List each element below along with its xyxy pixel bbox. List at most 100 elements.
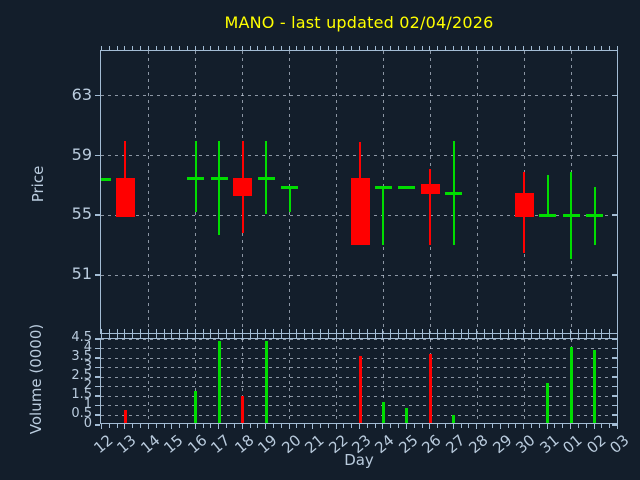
x-major-tick (147, 424, 149, 429)
x-minor-tick (538, 334, 540, 338)
x-minor-tick (218, 46, 220, 50)
x-minor-tick (171, 334, 173, 338)
x-minor-tick (437, 46, 439, 50)
candle-close-dash (445, 191, 463, 195)
x-minor-tick (617, 334, 618, 338)
x-minor-tick (491, 46, 493, 50)
volume-bar (123, 409, 127, 423)
x-minor-tick (515, 328, 517, 333)
x-minor-tick (460, 328, 462, 333)
x-minor-tick (233, 46, 235, 50)
day-gridline (523, 339, 525, 423)
x-minor-tick (218, 328, 220, 333)
x-minor-tick (163, 334, 165, 338)
x-minor-tick (531, 334, 532, 338)
volume-tick-label: 4.5 (71, 330, 92, 345)
x-minor-tick (179, 328, 181, 333)
x-minor-tick (343, 46, 345, 50)
x-minor-tick (507, 334, 509, 338)
x-minor-tick (609, 424, 611, 428)
x-minor-tick (491, 328, 493, 333)
x-minor-tick (523, 328, 525, 333)
x-minor-tick (226, 328, 228, 333)
x-minor-tick (413, 46, 415, 50)
x-minor-tick (445, 334, 446, 338)
x-minor-tick (515, 46, 517, 50)
x-minor-tick (312, 328, 314, 333)
x-minor-tick (366, 424, 368, 428)
x-minor-tick (593, 46, 595, 50)
volume-tick-label: 3.5 (71, 349, 92, 365)
x-minor-tick (249, 334, 251, 338)
candle-close-dash (210, 176, 228, 180)
x-minor-tick (413, 424, 415, 428)
x-minor-tick (319, 328, 321, 333)
x-minor-tick (257, 328, 259, 333)
x-minor-tick (570, 46, 572, 50)
x-minor-tick (327, 46, 329, 50)
x-minor-tick (562, 334, 564, 338)
x-minor-tick (304, 328, 306, 333)
x-minor-tick (359, 328, 360, 333)
x-minor-tick (116, 334, 118, 338)
x-minor-tick (374, 424, 376, 428)
volume-tick-label: 4 (83, 339, 92, 355)
x-minor-tick (226, 46, 228, 50)
day-gridline (476, 339, 478, 423)
x-minor-tick (491, 334, 493, 338)
x-major-tick (593, 424, 595, 429)
day-gridline (148, 51, 150, 333)
x-minor-tick (257, 46, 259, 50)
price-tick-label: 59 (71, 144, 92, 164)
x-minor-tick (304, 46, 306, 50)
x-minor-tick (538, 328, 540, 333)
candle-close-dash (187, 176, 205, 180)
volume-gridline (101, 348, 617, 350)
volume-bar (358, 356, 362, 423)
x-minor-tick (335, 46, 337, 50)
x-minor-tick (538, 46, 540, 50)
x-minor-tick (108, 46, 110, 50)
x-minor-tick (366, 328, 368, 333)
x-minor-tick (382, 46, 384, 50)
volume-bar (569, 346, 573, 423)
x-minor-tick (335, 328, 337, 333)
x-minor-tick (531, 424, 532, 428)
x-minor-tick (499, 334, 501, 338)
volume-tick-right (612, 414, 617, 416)
x-major-tick (382, 424, 384, 429)
x-minor-tick (171, 46, 173, 50)
volume-tick-label: 3 (83, 358, 92, 374)
volume-bar (428, 354, 432, 423)
x-minor-tick (405, 334, 407, 338)
volume-axis-label: Volume (0000) (27, 323, 45, 435)
x-minor-tick (265, 334, 267, 338)
x-minor-tick (249, 46, 251, 50)
x-major-tick (288, 424, 290, 429)
volume-tick-right (612, 338, 617, 340)
volume-tick-left (95, 376, 100, 378)
x-minor-tick (359, 334, 360, 338)
x-minor-tick (531, 46, 532, 50)
x-minor-tick (429, 46, 431, 50)
chart-title: MANO - last updated 02/04/2026 (224, 13, 494, 32)
day-gridline (148, 339, 150, 423)
x-minor-tick (171, 328, 173, 333)
x-minor-tick (280, 424, 282, 428)
x-minor-tick (359, 46, 360, 50)
day-gridline (242, 339, 244, 423)
candle-wick (194, 140, 197, 213)
x-minor-tick (390, 46, 392, 50)
volume-tick-right (612, 404, 617, 407)
volume-bar (452, 415, 456, 423)
day-gridline (382, 339, 384, 423)
volume-tick-label: 2.5 (71, 368, 92, 384)
x-minor-tick (468, 328, 470, 333)
price-gridline (101, 95, 617, 97)
x-minor-tick (421, 46, 423, 50)
x-minor-tick (452, 46, 454, 50)
volume-bar (381, 402, 385, 423)
x-minor-tick (421, 334, 423, 338)
x-minor-tick (273, 46, 274, 50)
x-minor-tick (429, 328, 431, 333)
